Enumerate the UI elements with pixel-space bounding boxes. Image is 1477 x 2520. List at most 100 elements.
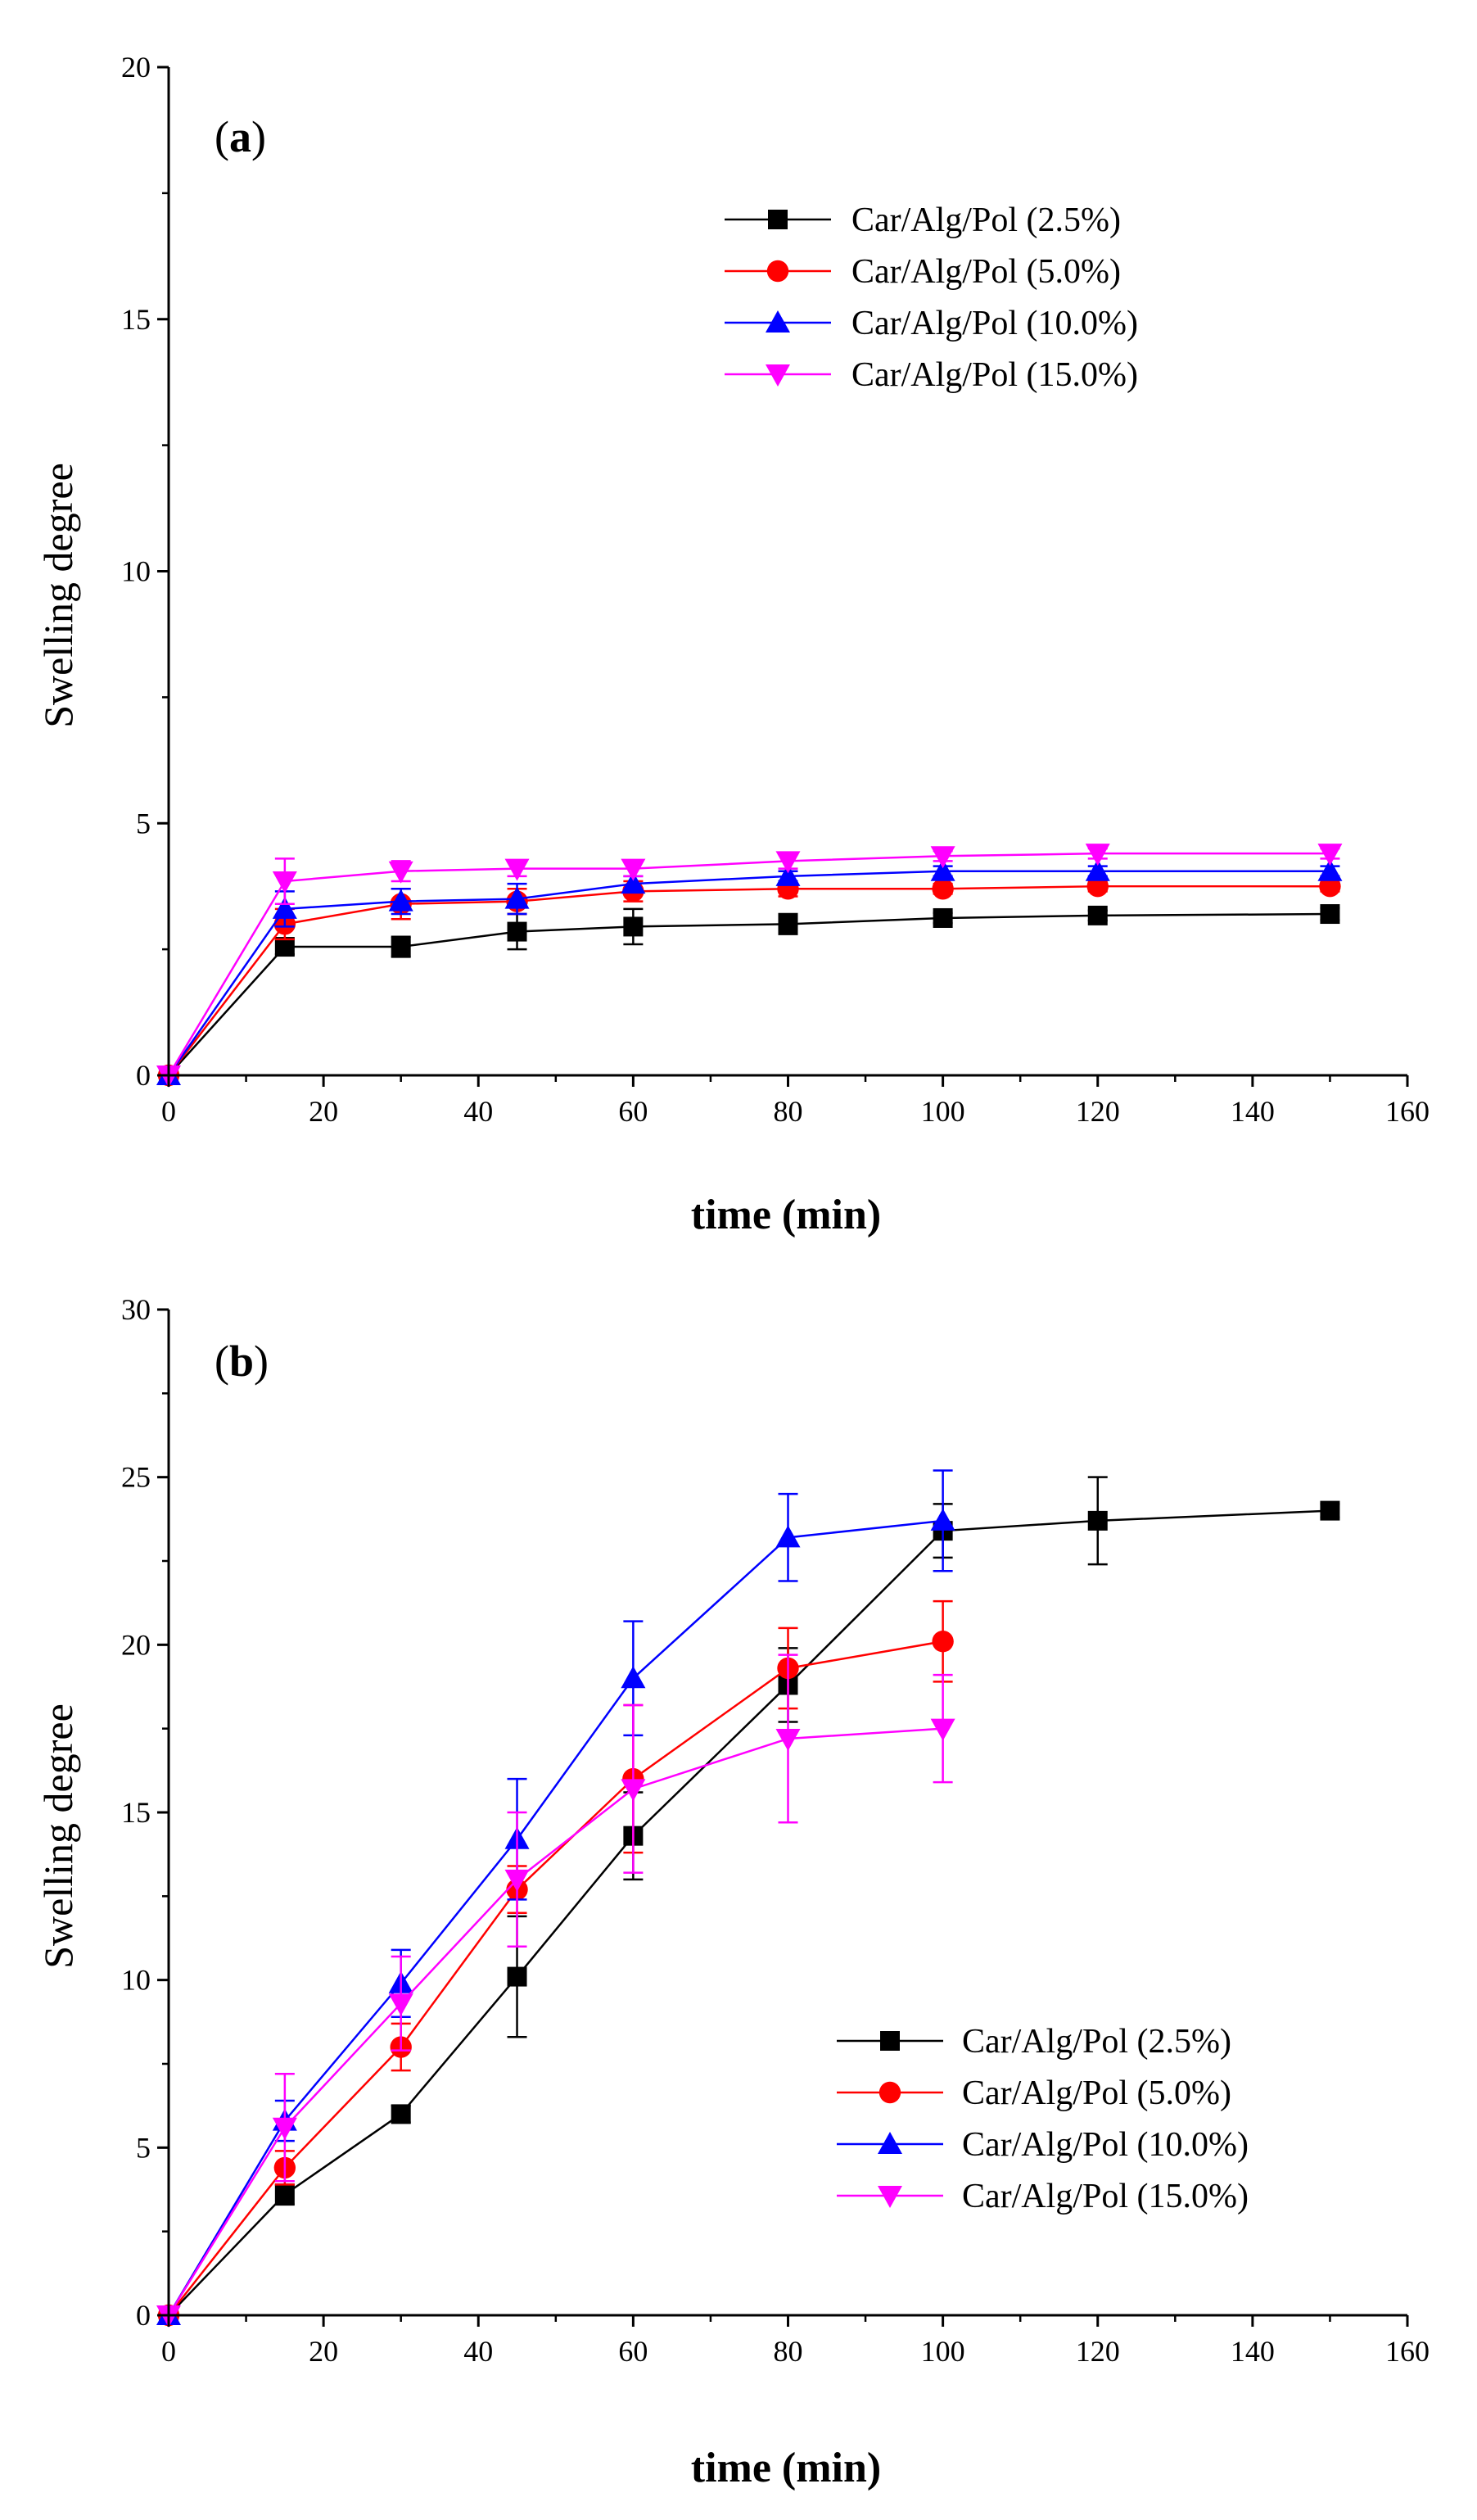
chart-a-x-tick-label: 20 (309, 1095, 338, 1128)
chart-a-series-4 (156, 844, 1343, 1088)
chart-b-legend-marker (880, 2031, 900, 2051)
chart-b-series-1-point (507, 1966, 527, 1987)
chart-b-y-tick-label: 0 (136, 2299, 151, 2332)
chart-a-series-4-point (930, 846, 955, 869)
chart-a-series-4-point (504, 858, 530, 881)
chart-b-y-tick-label: 20 (121, 1628, 151, 1661)
chart-b-legend-label: Car/Alg/Pol (10.0%) (962, 2126, 1249, 2164)
chart-b-panel-label: (b) (215, 1337, 269, 1386)
chart-a-x-tick-label: 140 (1231, 1095, 1275, 1128)
chart-a-legend-label: Car/Alg/Pol (15.0%) (851, 356, 1138, 394)
chart-a-x-tick-label: 100 (921, 1095, 965, 1128)
chart-b-x-tick-label: 160 (1385, 2335, 1430, 2368)
chart-b-y-tick-label: 30 (121, 1293, 151, 1326)
chart-b-y-axis-title: Swelling degree (35, 1703, 81, 1969)
chart-a-x-axis-title: time (min) (691, 1192, 881, 1238)
chart-b-legend-label: Car/Alg/Pol (5.0%) (962, 2074, 1231, 2112)
chart-a-legend-item-2: Car/Alg/Pol (5.0%) (725, 253, 1121, 291)
chart-b-x-tick-label: 120 (1076, 2335, 1120, 2368)
chart-b-series-4-point (388, 1993, 413, 2016)
chart-b-legend-item-4: Car/Alg/Pol (15.0%) (837, 2178, 1249, 2215)
chart-a-x-tick-label: 80 (774, 1095, 803, 1128)
chart-a-y-tick-label: 15 (121, 303, 151, 336)
chart-a-series-1-point (623, 916, 644, 937)
chart-b-legend-label: Car/Alg/Pol (2.5%) (962, 2023, 1231, 2061)
chart-b-x-tick-label: 0 (161, 2335, 176, 2368)
chart-a-x-tick-label: 60 (618, 1095, 648, 1128)
chart-a-series-4-point (775, 851, 801, 874)
chart-a-y-tick-label: 20 (121, 51, 151, 84)
chart-b-legend-marker (879, 2081, 901, 2104)
chart-b-panel-label-close: ) (254, 1337, 269, 1386)
chart-b-series-1-point (391, 2104, 411, 2124)
chart-b-x-axis-title: time (min) (691, 2445, 881, 2491)
chart-b-series-3-point (621, 1666, 646, 1689)
chart-b-marks (156, 1469, 1340, 2328)
chart-b-legend-label: Car/Alg/Pol (15.0%) (962, 2178, 1249, 2215)
chart-panel-b: 0 20 40 60 80 100 120 140 160 0 5 10 15 20 25 30 (b) ti… (35, 1293, 1430, 2491)
chart-b-y-tick-label: 15 (121, 1796, 151, 1829)
chart-a-panel-label-letter: a (229, 112, 251, 161)
chart-a-x-tick-label: 120 (1076, 1095, 1120, 1128)
chart-a-series-4-point (621, 858, 646, 881)
chart-b-legend-item-1: Car/Alg/Pol (2.5%) (837, 2023, 1231, 2061)
chart-a-legend-item-4: Car/Alg/Pol (15.0%) (725, 356, 1138, 394)
chart-b-series-4-point (775, 1728, 801, 1751)
chart-a-series-1-point (507, 921, 527, 942)
chart-b-x-tick-label: 60 (618, 2335, 648, 2368)
chart-a-y-tick-label: 5 (136, 807, 151, 839)
chart-b-series-4 (156, 1654, 955, 2328)
chart-panel-a: 0 20 40 60 80 100 120 140 160 0 5 10 15 20 (a) time (… (35, 51, 1430, 1238)
chart-a-legend-label: Car/Alg/Pol (5.0%) (851, 253, 1121, 291)
chart-b-series-4-point (504, 1869, 530, 1892)
chart-b-legend-item-3: Car/Alg/Pol (10.0%) (837, 2126, 1249, 2164)
chart-a-x-tick-label: 160 (1385, 1095, 1430, 1128)
chart-a-y-tick-label: 0 (136, 1059, 151, 1092)
chart-a-marks (156, 844, 1343, 1088)
chart-a-panel-label: (a) (215, 112, 266, 161)
chart-a-series-3-point (1085, 858, 1110, 881)
chart-a-series-3-point (272, 896, 297, 919)
chart-a-legend-marker (766, 364, 790, 387)
chart-a-legend-label: Car/Alg/Pol (10.0%) (851, 305, 1138, 342)
chart-b-x-tick-label: 100 (921, 2335, 965, 2368)
chart-b-panel-label-letter: b (229, 1337, 254, 1386)
chart-a-series-1-point (1320, 904, 1340, 925)
chart-b-panel-label-open: ( (215, 1337, 229, 1386)
chart-a-x-tick-label: 0 (161, 1095, 176, 1128)
chart-b-series-3-point (930, 1508, 955, 1531)
chart-a-series-4-point (272, 871, 297, 894)
chart-a-panel-label-open: ( (215, 112, 229, 161)
chart-a-series-3-point (388, 889, 413, 912)
chart-a-series-1-point (933, 907, 953, 928)
chart-a-series-3-point (775, 863, 801, 886)
chart-a-y-tick-label: 10 (121, 555, 151, 588)
chart-a-series-1 (159, 904, 1340, 1085)
chart-a-series-3-point (621, 871, 646, 894)
chart-b-legend: Car/Alg/Pol (2.5%) Car/Alg/Pol (5.0%) Car/… (837, 2023, 1249, 2215)
chart-a-series-4-point (388, 861, 413, 884)
chart-a-series-1-point (1087, 905, 1108, 925)
chart-b-series-4-point (930, 1718, 955, 1741)
chart-a-series-3-point (930, 858, 955, 881)
chart-b-x-tick-label: 20 (309, 2335, 338, 2368)
chart-a-series-3-point (1317, 858, 1343, 881)
chart-a-legend-marker (768, 210, 788, 229)
chart-a-legend-item-1: Car/Alg/Pol (2.5%) (725, 201, 1121, 239)
chart-b-series-4-point (272, 2117, 297, 2140)
chart-b-x-tick-label: 40 (463, 2335, 493, 2368)
chart-b-x-tick-label: 80 (774, 2335, 803, 2368)
chart-a-y-axis-title: Swelling degree (35, 463, 81, 728)
chart-a-legend-marker (766, 260, 789, 283)
chart-a-legend-marker (766, 310, 790, 333)
chart-a-ticks: 0 20 40 60 80 100 120 140 160 0 5 10 15 20 (121, 51, 1430, 1128)
chart-b-series-4-point (621, 1779, 646, 1802)
chart-b-y-tick-label: 5 (136, 2131, 151, 2164)
chart-b-series-3-point (775, 1525, 801, 1548)
chart-a-legend-item-3: Car/Alg/Pol (10.0%) (725, 305, 1138, 342)
chart-b-legend-marker (878, 2186, 902, 2208)
chart-b-y-tick-label: 10 (121, 1964, 151, 1997)
chart-b-legend-marker (878, 2132, 902, 2154)
